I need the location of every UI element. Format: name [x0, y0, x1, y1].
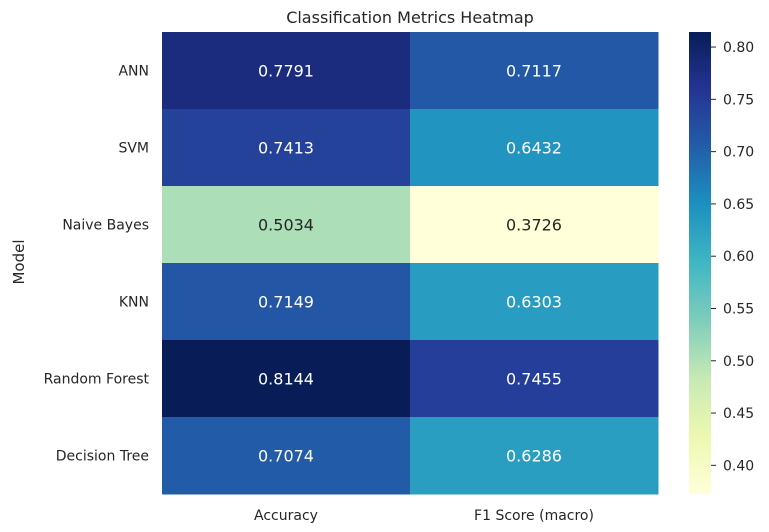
cell-value-label: 0.7791	[258, 62, 314, 81]
row-label: Random Forest	[44, 372, 150, 388]
heatmap-cell	[410, 186, 659, 264]
cell-value-label: 0.3726	[506, 216, 562, 235]
colorbar-tick-label: 0.40	[723, 458, 754, 474]
cell-value-label: 0.6303	[506, 293, 562, 312]
row-label: ANN	[118, 64, 149, 80]
colorbar-ticks: 0.40 0.45 0.50 0.55 0.60 0.65 0.70 0.75 0.80	[711, 40, 754, 474]
row-tick-labels: ANN SVM Naive Bayes KNN Random Forest Decisio…	[44, 64, 150, 465]
colorbar-tick-label: 0.45	[723, 406, 754, 422]
heatmap-cell	[410, 32, 659, 110]
row-label: KNN	[119, 295, 149, 311]
row-label: Naive Bayes	[62, 218, 149, 234]
heatmap-cell	[410, 263, 659, 341]
colorbar-tick-label: 0.55	[723, 301, 754, 317]
cell-value-label: 0.7455	[506, 370, 562, 389]
chart-title: Classification Metrics Heatmap	[286, 8, 534, 27]
colorbar	[689, 32, 711, 494]
heatmap-cell	[162, 340, 411, 418]
heatmap-cell	[162, 186, 411, 264]
colorbar-tick-label: 0.65	[723, 197, 754, 213]
cell-value-label: 0.6286	[506, 447, 562, 466]
heatmap-cell	[410, 417, 659, 495]
colorbar-tick-label: 0.60	[723, 249, 754, 265]
heatmap-cell	[162, 32, 411, 110]
heatmap-cell	[410, 109, 659, 187]
cell-value-label: 0.5034	[258, 216, 314, 235]
row-label: Decision Tree	[56, 449, 149, 465]
heatmap-cell	[162, 263, 411, 341]
cell-value-label: 0.7074	[258, 447, 314, 466]
column-tick-labels: Accuracy F1 Score (macro)	[254, 508, 594, 524]
cell-value-label: 0.8144	[258, 370, 314, 389]
column-label: Accuracy	[254, 508, 318, 524]
cell-value-label: 0.7413	[258, 139, 314, 158]
column-label: F1 Score (macro)	[474, 508, 594, 524]
cell-value-label: 0.7149	[258, 293, 314, 312]
heatmap-cell	[410, 340, 659, 418]
colorbar-tick-label: 0.70	[723, 145, 754, 161]
heatmap-cell	[162, 109, 411, 187]
colorbar-tick-label: 0.50	[723, 354, 754, 370]
colorbar-tick-label: 0.80	[723, 40, 754, 56]
cell-value-label: 0.7117	[506, 62, 562, 81]
heatmap-cells: 0.7791 0.7117 0.7413 0.6432 0.5034 0.3726 0.71…	[162, 32, 659, 495]
heatmap-cell	[162, 417, 411, 495]
cell-value-label: 0.6432	[506, 139, 562, 158]
colorbar-tick-label: 0.75	[723, 92, 754, 108]
y-axis-label: Model	[10, 239, 28, 284]
row-label: SVM	[118, 141, 149, 157]
